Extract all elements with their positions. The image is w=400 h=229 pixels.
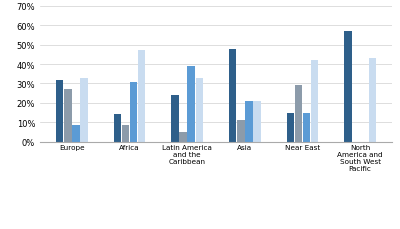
Bar <box>64 90 72 142</box>
Bar <box>114 115 121 142</box>
Bar <box>56 80 64 142</box>
Bar <box>253 101 261 142</box>
Bar <box>245 101 253 142</box>
Bar <box>303 113 310 142</box>
Bar <box>122 125 129 142</box>
Bar <box>237 121 244 142</box>
Bar <box>179 132 187 142</box>
Bar <box>130 82 137 142</box>
Bar <box>196 78 203 142</box>
Bar <box>171 96 179 142</box>
Bar <box>138 51 145 142</box>
Bar <box>368 59 376 142</box>
Bar <box>311 61 318 142</box>
Bar <box>72 125 80 142</box>
Bar <box>80 78 88 142</box>
Bar <box>229 49 236 142</box>
Bar <box>295 86 302 142</box>
Bar <box>344 32 352 142</box>
Bar <box>287 113 294 142</box>
Bar <box>188 67 195 142</box>
